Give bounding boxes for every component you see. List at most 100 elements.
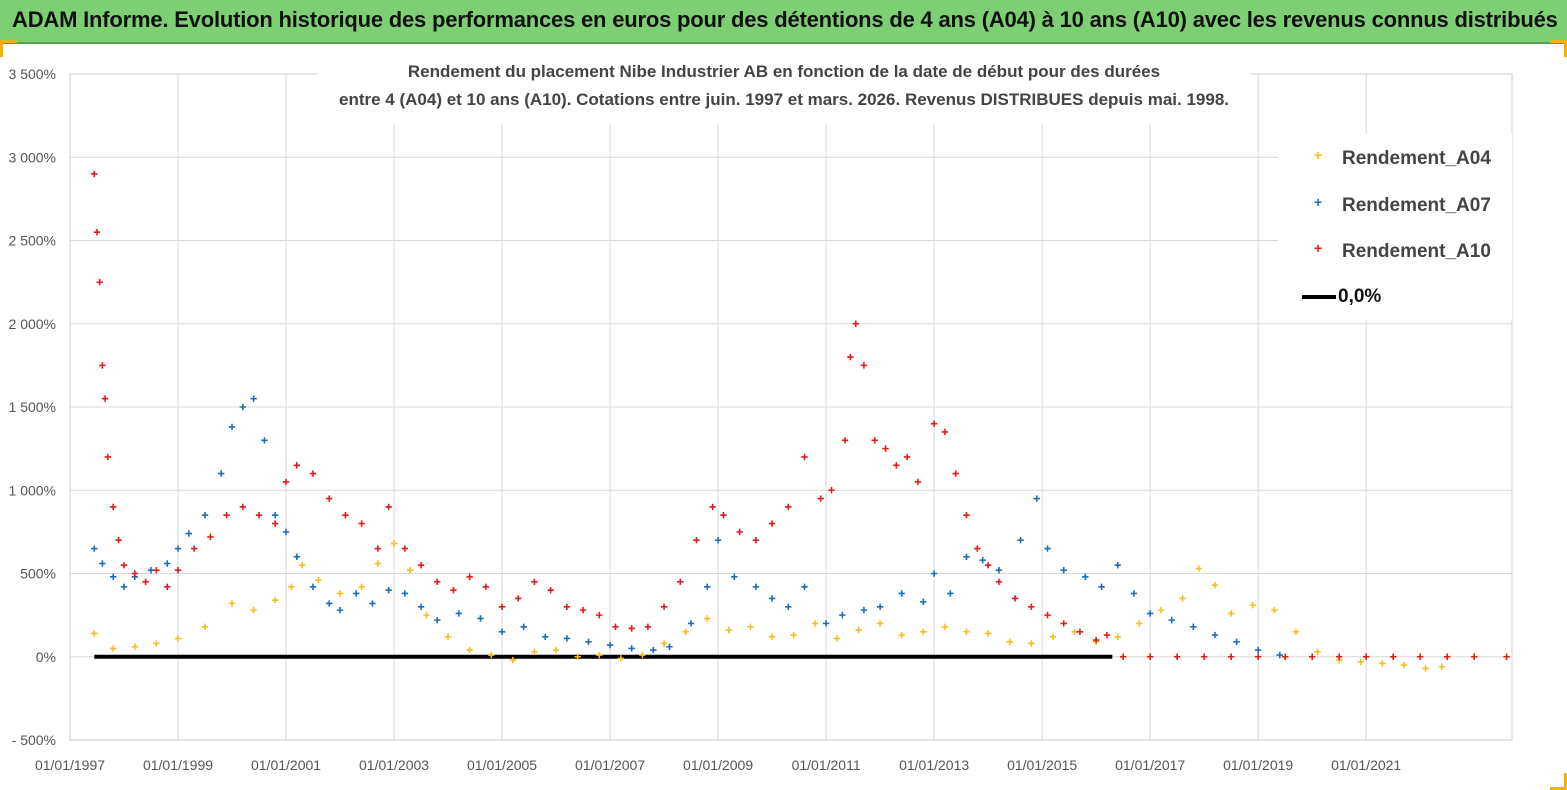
data-point-rendement-a07 <box>336 606 344 614</box>
data-point-rendement-a04 <box>812 620 819 627</box>
legend-item-a04: + Rendement_A04 <box>1278 144 1512 174</box>
data-point-rendement-a07 <box>585 638 592 645</box>
x-tick-label: 01/01/2021 <box>1331 757 1401 773</box>
data-point-rendement-a04 <box>725 626 733 634</box>
corner-bracket-bottom-right <box>1550 773 1567 790</box>
chart-series <box>91 170 1510 672</box>
data-point-rendement-a10 <box>110 503 117 511</box>
data-point-rendement-a07 <box>369 600 376 607</box>
x-tick-label: 01/01/2003 <box>359 757 429 773</box>
data-point-rendement-a07 <box>228 423 236 431</box>
data-point-rendement-a10 <box>153 566 160 574</box>
series-Rendement_A07 <box>91 395 1283 659</box>
data-point-rendement-a04 <box>466 646 473 654</box>
data-point-rendement-a04 <box>1379 660 1386 667</box>
data-point-rendement-a07 <box>455 610 463 617</box>
data-point-rendement-a04 <box>201 623 209 630</box>
data-point-rendement-a07 <box>785 603 792 610</box>
data-point-rendement-a10 <box>785 503 792 511</box>
data-point-rendement-a10 <box>963 512 970 519</box>
data-point-rendement-a07 <box>250 395 257 402</box>
data-point-rendement-a04 <box>110 645 117 652</box>
data-point-rendement-a04 <box>1179 595 1186 602</box>
y-tick-label: 2 500% <box>9 233 56 249</box>
y-tick-label: 3 000% <box>9 149 56 165</box>
data-point-rendement-a07 <box>1114 561 1121 569</box>
data-point-rendement-a07 <box>876 603 884 610</box>
data-point-rendement-a07 <box>1168 616 1175 624</box>
x-tick-label: 01/01/2015 <box>1007 757 1077 773</box>
data-point-rendement-a10 <box>498 603 506 610</box>
data-point-rendement-a07 <box>385 586 392 594</box>
data-point-rendement-a10 <box>974 545 981 552</box>
data-point-rendement-a10 <box>882 445 889 452</box>
y-tick-label: - 500% <box>12 732 56 748</box>
data-point-rendement-a10 <box>515 595 522 602</box>
chart-legend: + Rendement_A04 + Rendement_A07 + Rendem… <box>1278 134 1512 320</box>
data-point-rendement-a10 <box>374 545 382 552</box>
data-point-rendement-a10 <box>579 606 587 614</box>
y-tick-label: 1 000% <box>9 482 56 498</box>
data-point-rendement-a07 <box>628 645 635 652</box>
data-point-rendement-a04 <box>876 620 884 627</box>
data-point-rendement-a04 <box>131 643 139 650</box>
data-point-rendement-a07 <box>963 553 970 561</box>
data-point-rendement-a04 <box>1357 658 1364 665</box>
legend-item-zero-line: 0,0% <box>1278 282 1512 312</box>
data-point-rendement-a10 <box>282 478 290 486</box>
data-point-rendement-a07 <box>1211 631 1219 639</box>
data-point-rendement-a07 <box>979 556 986 564</box>
data-point-rendement-a10 <box>1044 611 1051 619</box>
data-point-rendement-a07 <box>164 560 171 567</box>
legend-item-a07: + Rendement_A07 <box>1278 191 1512 221</box>
data-point-rendement-a04 <box>1157 606 1165 614</box>
x-tick-label: 01/01/2001 <box>251 757 321 773</box>
data-point-rendement-a10 <box>903 453 911 461</box>
data-point-rendement-a10 <box>1076 628 1084 635</box>
data-point-rendement-a04 <box>768 633 776 640</box>
data-point-rendement-a07 <box>1017 537 1024 544</box>
legend-label-a10: Rendement_A10 <box>1342 241 1491 262</box>
data-point-rendement-a04 <box>423 611 430 619</box>
data-point-rendement-a07 <box>261 437 268 444</box>
data-point-rendement-a10 <box>1503 653 1510 660</box>
series-Rendement_A10 <box>91 170 1510 660</box>
data-point-rendement-a04 <box>1249 601 1256 609</box>
y-axis-tick-labels: - 500% 0% 500% 1 000% 1 500% 2 000% 2 500% 3 00… <box>9 66 56 748</box>
data-point-rendement-a10 <box>1146 653 1154 660</box>
data-point-rendement-a07 <box>930 570 938 577</box>
data-point-rendement-a04 <box>174 635 182 642</box>
data-point-rendement-a07 <box>99 560 106 567</box>
data-point-rendement-a10 <box>1011 595 1019 602</box>
data-point-rendement-a10 <box>120 561 128 569</box>
data-point-rendement-a07 <box>1276 651 1283 659</box>
data-point-rendement-a07 <box>606 641 614 649</box>
data-point-rendement-a10 <box>914 478 922 486</box>
data-point-rendement-a10 <box>1119 653 1127 660</box>
line-marker-icon <box>1302 295 1336 299</box>
data-point-rendement-a10 <box>115 537 122 544</box>
data-point-rendement-a04 <box>315 576 322 584</box>
data-point-rendement-a07 <box>687 620 695 627</box>
data-point-rendement-a10 <box>101 395 109 402</box>
corner-bracket-top-right <box>1550 40 1567 57</box>
data-point-rendement-a10 <box>1416 653 1424 660</box>
data-point-rendement-a10 <box>434 578 441 586</box>
data-point-rendement-a04 <box>984 630 992 637</box>
data-point-rendement-a04 <box>596 651 603 659</box>
data-point-rendement-a07 <box>1082 573 1089 581</box>
data-point-rendement-a10 <box>417 561 425 569</box>
data-point-rendement-a10 <box>131 570 139 577</box>
data-point-rendement-a04 <box>941 623 949 630</box>
data-point-rendement-a10 <box>941 428 949 436</box>
data-point-rendement-a10 <box>693 537 700 544</box>
data-point-rendement-a10 <box>847 353 854 361</box>
data-point-rendement-a07 <box>326 600 333 607</box>
data-point-rendement-a04 <box>299 561 306 569</box>
chart-title-line-2: entre 4 (A04) et 10 ans (A10). Cotations… <box>339 90 1229 109</box>
data-point-rendement-a10 <box>104 453 112 461</box>
data-point-rendement-a04 <box>288 583 295 591</box>
data-point-rendement-a10 <box>223 512 230 519</box>
data-point-rendement-a07 <box>704 583 711 591</box>
x-tick-label: 01/01/2017 <box>1115 757 1185 773</box>
